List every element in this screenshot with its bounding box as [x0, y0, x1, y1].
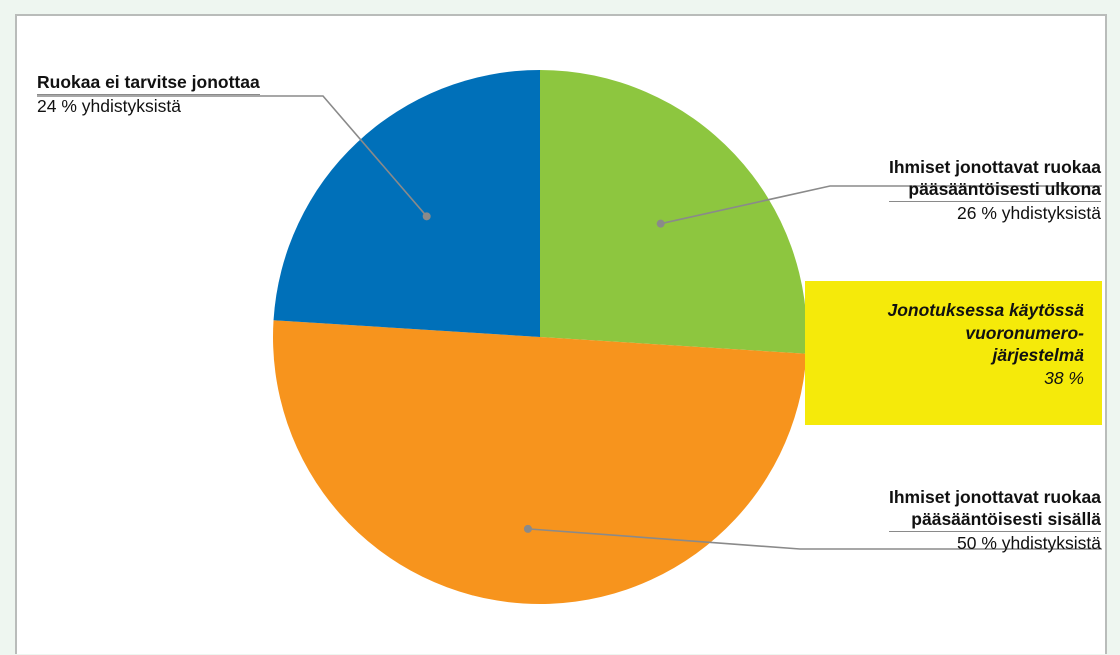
callout-title-line1: Jonotuksessa käytössä	[887, 300, 1085, 320]
leader-dot	[422, 212, 431, 221]
callout-title-line2: vuoronumero-	[965, 322, 1084, 343]
slice-label-inside: Ihmiset jonottavat ruokaa pääsääntöisest…	[889, 486, 1101, 554]
slice-label-title-line2: pääsääntöisesti sisällä	[889, 508, 1101, 532]
callout-box: Jonotuksessa käytössä vuoronumero- järje…	[805, 281, 1102, 425]
pie-slice	[273, 70, 540, 337]
slice-label-title-line2: pääsääntöisesti ulkona	[889, 178, 1101, 202]
leader-line	[37, 95, 428, 217]
slice-label-value: 50 % yhdistyksistä	[957, 533, 1101, 553]
leader-line	[660, 185, 1102, 225]
leader-line	[527, 528, 1102, 550]
slice-label-title: Ruokaa ei tarvitse jonottaa	[37, 71, 260, 95]
slice-label-title-line1: Ihmiset jonottavat ruokaa	[889, 487, 1101, 507]
leader-dot	[523, 524, 532, 533]
slice-label-value: 26 % yhdistyksistä	[957, 203, 1101, 223]
callout-value: 38 %	[1044, 367, 1084, 388]
pie-slice	[540, 70, 807, 354]
slice-label-value: 24 % yhdistyksistä	[37, 96, 181, 116]
leader-dot	[656, 219, 665, 228]
pie-slice	[272, 320, 807, 604]
slice-label-title-line1: Ihmiset jonottavat ruokaa	[889, 157, 1101, 177]
slice-label-outside: Ihmiset jonottavat ruokaa pääsääntöisest…	[889, 156, 1101, 224]
callout-title-line3: järjestelmä	[992, 345, 1084, 365]
slice-label-no-queue: Ruokaa ei tarvitse jonottaa 24 % yhdisty…	[37, 71, 260, 117]
